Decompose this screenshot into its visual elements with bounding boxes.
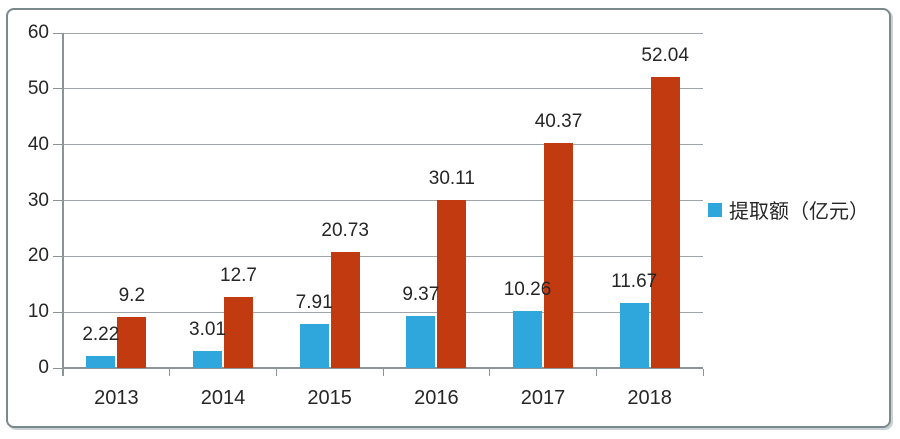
y-tick-label: 30 [27,189,49,211]
x-tick-label: 2015 [307,387,352,409]
y-tick-label: 40 [27,133,49,155]
y-tick-label: 50 [27,77,49,99]
bar-2015-series0 [299,323,329,368]
bar-2014-series0 [193,351,222,368]
x-axis-tick [702,369,704,376]
y-axis-tick [53,200,63,201]
bar-2013-series0 [86,355,116,368]
bar-2018-series0 [619,302,649,368]
y-tick-label: 60 [27,22,49,43]
value-label: 52.04 [641,45,689,67]
x-tick-label: 2017 [520,387,566,409]
value-label: 7.91 [295,291,333,313]
gridline [63,311,703,313]
gridline [63,32,703,34]
y-tick-label: 20 [27,245,49,267]
value-label: 30.11 [428,167,475,189]
y-axis-tick [53,255,63,257]
gridline [63,200,703,201]
bar-2014-series1 [224,297,253,368]
legend-label: 提取额（亿元） [729,201,869,223]
x-axis-tick [595,369,597,376]
x-tick-label: 2018 [627,387,672,409]
bar-2018-series1 [650,77,680,368]
value-label: 10.26 [503,278,552,300]
value-label: 40.37 [534,110,583,132]
y-axis-tick [53,367,63,369]
value-label: 2.22 [82,323,120,345]
x-tick-label: 2014 [200,387,246,409]
value-label: 12.7 [220,265,257,287]
legend-swatch [708,202,722,217]
gridline [63,255,703,257]
x-axis-tick [382,369,384,376]
value-label: 9.2 [118,284,146,306]
gridline [63,88,703,90]
x-axis-tick [169,369,171,376]
legend: 提取额（亿元） [708,195,869,224]
bar-2013-series1 [117,316,147,368]
bar-2015-series1 [330,252,360,368]
gridline [63,144,703,146]
y-tick-label: 0 [38,357,49,378]
value-label: 20.73 [321,220,369,242]
bar-2017-series1 [544,142,573,368]
y-axis-tick [53,144,63,146]
x-tick-label: 2013 [94,387,139,409]
x-axis-line [62,367,703,369]
y-tick-label: 10 [27,301,49,323]
bar-2016-series0 [406,315,436,368]
value-label: 3.01 [189,319,226,341]
y-axis-line [62,33,64,376]
x-tick-label: 2016 [414,387,459,409]
value-label: 11.67 [611,270,658,292]
bar-2017-series0 [513,310,542,368]
bar-2016-series1 [437,199,467,368]
value-label: 9.37 [402,283,440,305]
x-axis-tick [62,369,64,376]
y-axis-tick [53,311,63,313]
y-axis-tick [53,32,63,34]
y-axis-tick [53,88,63,90]
x-axis-tick [489,369,491,376]
x-axis-tick [275,369,277,376]
